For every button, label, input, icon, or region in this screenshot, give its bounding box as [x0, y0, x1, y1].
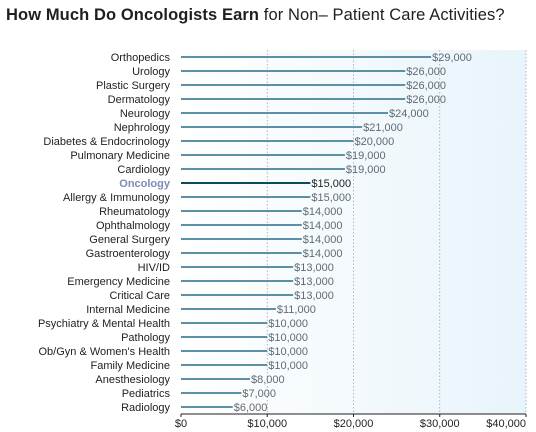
category-label: Gastroenterology [86, 248, 171, 260]
x-tick-label: $20,000 [334, 418, 374, 430]
category-label: Rheumatology [99, 206, 170, 218]
x-tick-label: $40,000 [486, 418, 526, 430]
category-label: Oncology [119, 178, 171, 190]
category-label: Pulmonary Medicine [70, 150, 170, 162]
category-label: Urology [132, 66, 170, 78]
value-label: $10,000 [268, 318, 308, 330]
category-label: Diabetes & Endocrinology [43, 136, 170, 148]
value-label: $29,000 [432, 52, 472, 64]
category-label: HIV/ID [138, 262, 170, 274]
value-label: $14,000 [303, 206, 343, 218]
category-label: Pathology [121, 332, 170, 344]
value-label: $15,000 [311, 192, 351, 204]
x-axis: $0 $10,000 $20,000 $30,000 $40,000 [175, 413, 527, 430]
value-label: $10,000 [268, 346, 308, 358]
value-label: $26,000 [406, 80, 446, 92]
value-label: $13,000 [294, 276, 334, 288]
value-label: $19,000 [346, 164, 386, 176]
value-labels: $29,000 $26,000 $26,000 $26,000 $24,000 $21,0… [234, 52, 472, 414]
value-label: $19,000 [346, 150, 386, 162]
value-label: $11,000 [277, 304, 316, 316]
category-label: Anesthesiology [95, 374, 170, 386]
bars [181, 56, 432, 408]
category-label: Radiology [121, 402, 170, 414]
value-label: $10,000 [268, 360, 308, 372]
chart-title-bold: How Much Do Oncologists Earn [6, 6, 260, 24]
value-label: $26,000 [406, 66, 446, 78]
category-label: Plastic Surgery [96, 80, 170, 92]
category-label: Ob/Gyn & Women's Health [38, 346, 170, 358]
category-label: Cardiology [117, 164, 170, 176]
category-label: General Surgery [89, 234, 170, 246]
value-label: $24,000 [389, 108, 429, 120]
category-label: Orthopedics [111, 52, 171, 64]
category-labels: Orthopedics Urology Plastic Surgery Dermato… [38, 52, 171, 414]
category-label: Pediatrics [122, 388, 171, 400]
value-label: $13,000 [294, 262, 334, 274]
value-label: $6,000 [234, 402, 268, 414]
category-label: Ophthalmology [96, 220, 170, 232]
x-tick-label: $0 [175, 418, 187, 430]
category-label: Emergency Medicine [67, 276, 170, 288]
category-label: Psychiatry & Mental Health [38, 318, 170, 330]
value-label: $26,000 [406, 94, 446, 106]
category-label: Family Medicine [91, 360, 170, 372]
chart-title: How Much Do Oncologists Earn for Non– Pa… [6, 6, 505, 25]
value-label: $21,000 [363, 122, 403, 134]
value-label: $14,000 [303, 248, 343, 260]
category-label: Nephrology [114, 122, 171, 134]
category-label: Internal Medicine [86, 304, 170, 316]
value-label: $10,000 [268, 332, 308, 344]
value-label: $13,000 [294, 290, 334, 302]
chart-title-rest: for Non– Patient Care Activities? [259, 6, 505, 24]
category-label: Neurology [120, 108, 171, 120]
category-label: Critical Care [109, 290, 170, 302]
value-label: $14,000 [303, 220, 343, 232]
x-tick-label: $30,000 [420, 418, 460, 430]
value-label: $14,000 [303, 234, 343, 246]
value-label: $20,000 [355, 136, 395, 148]
x-tick-label: $10,000 [247, 418, 287, 430]
category-label: Dermatology [108, 94, 171, 106]
category-label: Allergy & Immunology [63, 192, 170, 204]
value-label: $15,000 [311, 178, 351, 190]
value-label: $7,000 [242, 388, 276, 400]
grid-lines [266, 50, 527, 414]
value-label: $8,000 [251, 374, 285, 386]
